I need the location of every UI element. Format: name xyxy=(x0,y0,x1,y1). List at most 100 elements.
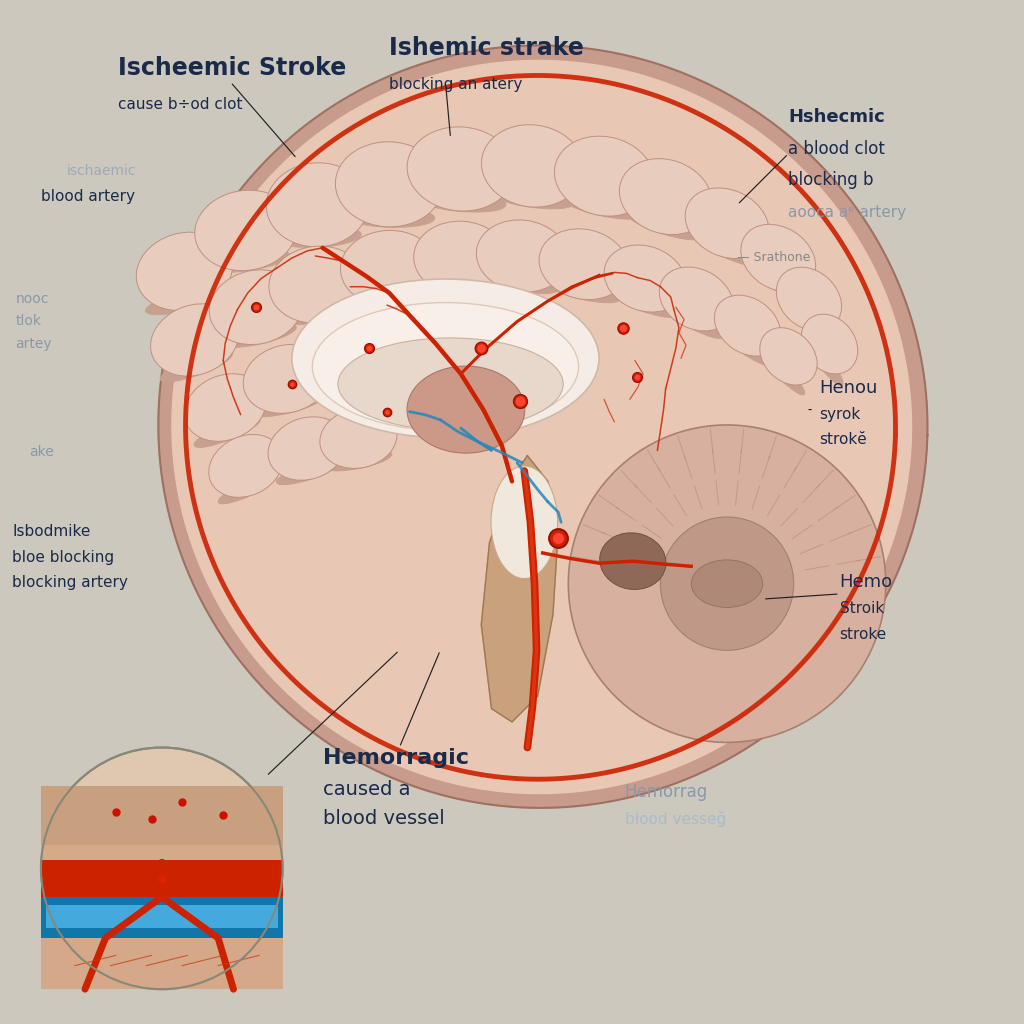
Ellipse shape xyxy=(151,304,239,376)
Ellipse shape xyxy=(160,351,232,382)
Text: ischaemic: ischaemic xyxy=(67,164,136,178)
Ellipse shape xyxy=(746,262,804,301)
Ellipse shape xyxy=(659,267,733,331)
Ellipse shape xyxy=(276,303,359,325)
Ellipse shape xyxy=(303,326,393,395)
Ellipse shape xyxy=(685,188,769,258)
Ellipse shape xyxy=(312,303,579,430)
Ellipse shape xyxy=(482,272,560,294)
Ellipse shape xyxy=(620,159,712,234)
Ellipse shape xyxy=(341,230,437,306)
Ellipse shape xyxy=(539,228,629,300)
Ellipse shape xyxy=(204,249,290,272)
Text: — Srathone: — Srathone xyxy=(737,251,811,264)
Ellipse shape xyxy=(691,560,763,607)
Circle shape xyxy=(660,517,794,650)
Ellipse shape xyxy=(292,279,599,438)
Text: blood vessel: blood vessel xyxy=(323,809,444,828)
Ellipse shape xyxy=(252,392,325,417)
Text: aooca aᵉ artery: aooca aᵉ artery xyxy=(788,205,906,220)
Ellipse shape xyxy=(600,532,666,590)
Ellipse shape xyxy=(209,270,303,344)
Ellipse shape xyxy=(691,231,759,266)
Text: caused a: caused a xyxy=(323,780,410,800)
FancyBboxPatch shape xyxy=(41,860,283,899)
Circle shape xyxy=(568,425,886,742)
Ellipse shape xyxy=(414,221,508,295)
Ellipse shape xyxy=(327,451,392,471)
Text: cause b÷od clot: cause b÷od clot xyxy=(118,97,243,113)
Ellipse shape xyxy=(319,409,397,468)
Ellipse shape xyxy=(194,417,260,447)
Text: blocking b: blocking b xyxy=(788,171,873,189)
Ellipse shape xyxy=(269,246,366,324)
Ellipse shape xyxy=(274,226,361,248)
Text: nooc: nooc xyxy=(15,292,49,306)
Text: Isbodmike: Isbodmike xyxy=(12,524,91,540)
Text: Henou: Henou xyxy=(819,379,878,397)
Text: ake: ake xyxy=(29,445,53,460)
Ellipse shape xyxy=(626,210,702,240)
Ellipse shape xyxy=(715,295,780,356)
Ellipse shape xyxy=(276,459,341,484)
FancyBboxPatch shape xyxy=(41,845,283,863)
Text: Ishemic strake: Ishemic strake xyxy=(389,36,584,59)
Ellipse shape xyxy=(268,417,346,480)
Ellipse shape xyxy=(740,224,816,292)
Ellipse shape xyxy=(421,276,501,296)
Ellipse shape xyxy=(765,355,805,395)
Ellipse shape xyxy=(760,328,817,385)
Text: Hshecmic: Hshecmic xyxy=(788,108,885,126)
Text: stroke: stroke xyxy=(840,627,887,642)
Ellipse shape xyxy=(488,185,574,209)
Ellipse shape xyxy=(561,193,645,219)
Ellipse shape xyxy=(609,289,677,317)
Ellipse shape xyxy=(492,466,557,579)
Ellipse shape xyxy=(218,473,278,504)
Ellipse shape xyxy=(801,314,858,374)
Ellipse shape xyxy=(244,344,330,414)
Ellipse shape xyxy=(808,342,843,385)
Ellipse shape xyxy=(604,245,686,312)
Text: Hemorrag: Hemorrag xyxy=(625,783,708,802)
Text: tlok: tlok xyxy=(15,314,41,329)
FancyBboxPatch shape xyxy=(41,933,283,989)
Ellipse shape xyxy=(184,374,266,441)
Text: blocking an atery: blocking an atery xyxy=(389,77,522,92)
Text: Stroik: Stroik xyxy=(840,601,884,616)
Polygon shape xyxy=(481,456,558,722)
Circle shape xyxy=(41,748,283,989)
Ellipse shape xyxy=(218,323,296,347)
Ellipse shape xyxy=(433,365,508,382)
Ellipse shape xyxy=(195,190,297,270)
Text: błood vesseğ: błood vesseğ xyxy=(625,811,726,827)
Ellipse shape xyxy=(348,288,431,306)
Ellipse shape xyxy=(476,220,568,292)
FancyBboxPatch shape xyxy=(41,897,283,938)
Ellipse shape xyxy=(665,305,723,338)
Ellipse shape xyxy=(776,267,842,331)
Text: a blood clot: a blood clot xyxy=(788,140,886,159)
Ellipse shape xyxy=(311,377,387,397)
Polygon shape xyxy=(159,45,928,808)
Ellipse shape xyxy=(782,299,828,341)
Text: blood artery: blood artery xyxy=(41,189,135,205)
Ellipse shape xyxy=(266,163,369,247)
Text: artey: artey xyxy=(15,337,52,351)
Text: Ischeemic Stroke: Ischeemic Stroke xyxy=(118,56,346,80)
Text: Hemo: Hemo xyxy=(840,573,893,592)
Ellipse shape xyxy=(136,232,232,310)
Text: strokĕ: strokĕ xyxy=(819,432,867,447)
Text: blocking artery: blocking artery xyxy=(12,575,128,591)
Ellipse shape xyxy=(427,314,515,382)
Ellipse shape xyxy=(372,368,449,385)
Ellipse shape xyxy=(343,206,434,227)
FancyBboxPatch shape xyxy=(46,905,278,928)
Polygon shape xyxy=(172,60,911,794)
Ellipse shape xyxy=(408,366,525,453)
Text: syrok: syrok xyxy=(819,407,860,422)
Ellipse shape xyxy=(209,434,283,498)
Ellipse shape xyxy=(338,338,563,430)
Ellipse shape xyxy=(481,125,584,207)
Ellipse shape xyxy=(415,189,506,212)
